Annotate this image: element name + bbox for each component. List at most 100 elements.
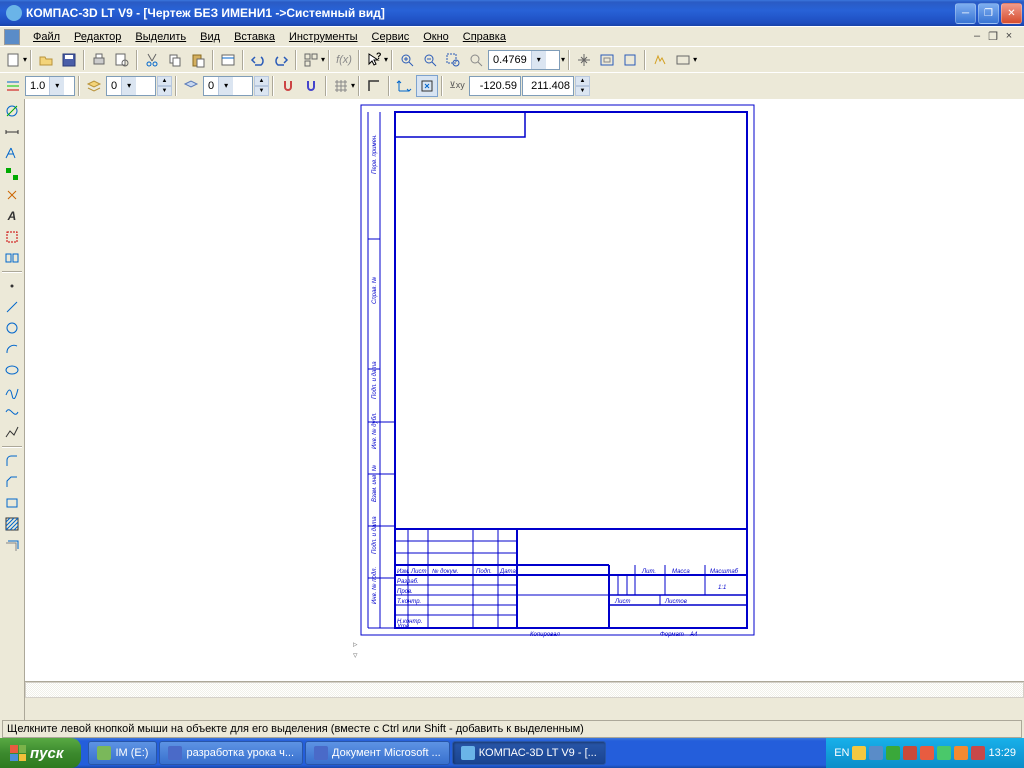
bezier-tool[interactable]: [1, 402, 23, 422]
lang-indicator[interactable]: EN: [834, 747, 849, 759]
tray-icon[interactable]: [852, 746, 866, 760]
ellipse-tool[interactable]: [1, 360, 23, 380]
coord-y[interactable]: 211.408: [522, 76, 574, 96]
layer-spin[interactable]: 0▾: [106, 76, 156, 96]
pan-button[interactable]: [573, 49, 595, 71]
zoom-prev-button[interactable]: [465, 49, 487, 71]
localcs-button[interactable]: [393, 75, 415, 97]
svg-text:Лист: Лист: [614, 599, 630, 605]
menu-help[interactable]: Справка: [456, 29, 513, 45]
window-title: КОМПАС-3D LT V9 - [Чертеж БЕЗ ИМЕНИ1 ->С…: [26, 6, 955, 20]
layer-spinner[interactable]: ▲▼: [157, 76, 172, 96]
layer-button[interactable]: [83, 75, 105, 97]
round-button[interactable]: [416, 75, 438, 97]
zoom-combo[interactable]: 0.4769 ▾: [488, 50, 560, 70]
preview-button[interactable]: [111, 49, 133, 71]
system-tray[interactable]: EN 13:29: [826, 738, 1024, 768]
task-1[interactable]: IM (E:): [88, 741, 157, 765]
menu-view[interactable]: Вид: [193, 29, 227, 45]
origin-marker: ▹▿: [353, 639, 358, 661]
view-spinner[interactable]: ▲▼: [254, 76, 269, 96]
task-4[interactable]: КОМПАС-3D LT V9 - [...: [452, 741, 606, 765]
chamfer-tool[interactable]: [1, 472, 23, 492]
mdi-restore[interactable]: ❐: [986, 30, 1000, 43]
mdi-close[interactable]: ×: [1002, 30, 1016, 43]
cut-button[interactable]: [141, 49, 163, 71]
menu-edit[interactable]: Редактор: [67, 29, 128, 45]
measure-panel-icon[interactable]: A: [1, 206, 23, 226]
drawing-canvas[interactable]: Перв. примен. Справ. № Подп. и дата Инв.…: [25, 99, 1024, 681]
zoom-fit-button[interactable]: [596, 49, 618, 71]
tray-icon[interactable]: [920, 746, 934, 760]
menu-file[interactable]: Файл: [26, 29, 67, 45]
tray-icon[interactable]: [903, 746, 917, 760]
start-button[interactable]: пуск: [0, 738, 81, 768]
circle-tool[interactable]: [1, 318, 23, 338]
tray-icon[interactable]: [869, 746, 883, 760]
mdi-minimize[interactable]: –: [970, 30, 984, 43]
ortho-button[interactable]: [363, 75, 385, 97]
menu-select[interactable]: Выделить: [128, 29, 193, 45]
redraw-button[interactable]: [649, 49, 671, 71]
properties-button[interactable]: [217, 49, 239, 71]
offset-tool[interactable]: [1, 535, 23, 555]
spline-tool[interactable]: [1, 381, 23, 401]
zoom-all-button[interactable]: [619, 49, 641, 71]
show-button[interactable]: [672, 49, 694, 71]
arc-tool[interactable]: [1, 339, 23, 359]
menu-window[interactable]: Окно: [416, 29, 456, 45]
param-panel-icon[interactable]: [1, 185, 23, 205]
grid-button[interactable]: [330, 75, 352, 97]
fillet-tool[interactable]: [1, 451, 23, 471]
tray-icon[interactable]: [937, 746, 951, 760]
menu-service[interactable]: Сервис: [365, 29, 417, 45]
fx-button[interactable]: f(x): [333, 49, 355, 71]
point-tool[interactable]: [1, 276, 23, 296]
new-button[interactable]: [2, 49, 24, 71]
style-button[interactable]: [2, 75, 24, 97]
maximize-button[interactable]: ❐: [978, 3, 999, 24]
line-tool[interactable]: [1, 297, 23, 317]
cursor-help-button[interactable]: ?: [363, 49, 385, 71]
views-button[interactable]: [300, 49, 322, 71]
task-2[interactable]: разработка урока ч...: [159, 741, 303, 765]
edit-panel-icon[interactable]: [1, 164, 23, 184]
zoom-window-button[interactable]: [442, 49, 464, 71]
task-3[interactable]: Документ Microsoft ...: [305, 741, 450, 765]
polyline-tool[interactable]: [1, 423, 23, 443]
tray-icon[interactable]: [886, 746, 900, 760]
menu-tools[interactable]: Инструменты: [282, 29, 365, 45]
svg-text:Разраб.: Разраб.: [397, 579, 419, 585]
dim-panel-icon[interactable]: [1, 122, 23, 142]
undo-button[interactable]: [247, 49, 269, 71]
assoc-panel-icon[interactable]: [1, 248, 23, 268]
tray-icon[interactable]: [954, 746, 968, 760]
snap2-button[interactable]: [300, 75, 322, 97]
paste-button[interactable]: [187, 49, 209, 71]
menu-insert[interactable]: Вставка: [227, 29, 282, 45]
view-state-button[interactable]: [180, 75, 202, 97]
hatch-tool[interactable]: [1, 514, 23, 534]
coord-spinner[interactable]: ▲▼: [575, 76, 590, 96]
zoom-in-button[interactable]: [396, 49, 418, 71]
style-spin1[interactable]: 1.0▾: [25, 76, 75, 96]
view-spin[interactable]: 0▾: [203, 76, 253, 96]
h-scrollbar[interactable]: [25, 681, 1024, 698]
snap-button[interactable]: [277, 75, 299, 97]
zoom-dropdown[interactable]: ▾: [531, 51, 546, 69]
select-panel-icon[interactable]: [1, 227, 23, 247]
zoom-out-button[interactable]: [419, 49, 441, 71]
text-panel-icon[interactable]: [1, 143, 23, 163]
clock[interactable]: 13:29: [988, 747, 1016, 759]
tray-icon[interactable]: [971, 746, 985, 760]
geom-panel-icon[interactable]: [1, 101, 23, 121]
coord-x[interactable]: -120.59: [469, 76, 521, 96]
minimize-button[interactable]: ─: [955, 3, 976, 24]
rect-tool[interactable]: [1, 493, 23, 513]
close-button[interactable]: ✕: [1001, 3, 1022, 24]
save-button[interactable]: [58, 49, 80, 71]
copy-button[interactable]: [164, 49, 186, 71]
print-button[interactable]: [88, 49, 110, 71]
redo-button[interactable]: [270, 49, 292, 71]
open-button[interactable]: [35, 49, 57, 71]
